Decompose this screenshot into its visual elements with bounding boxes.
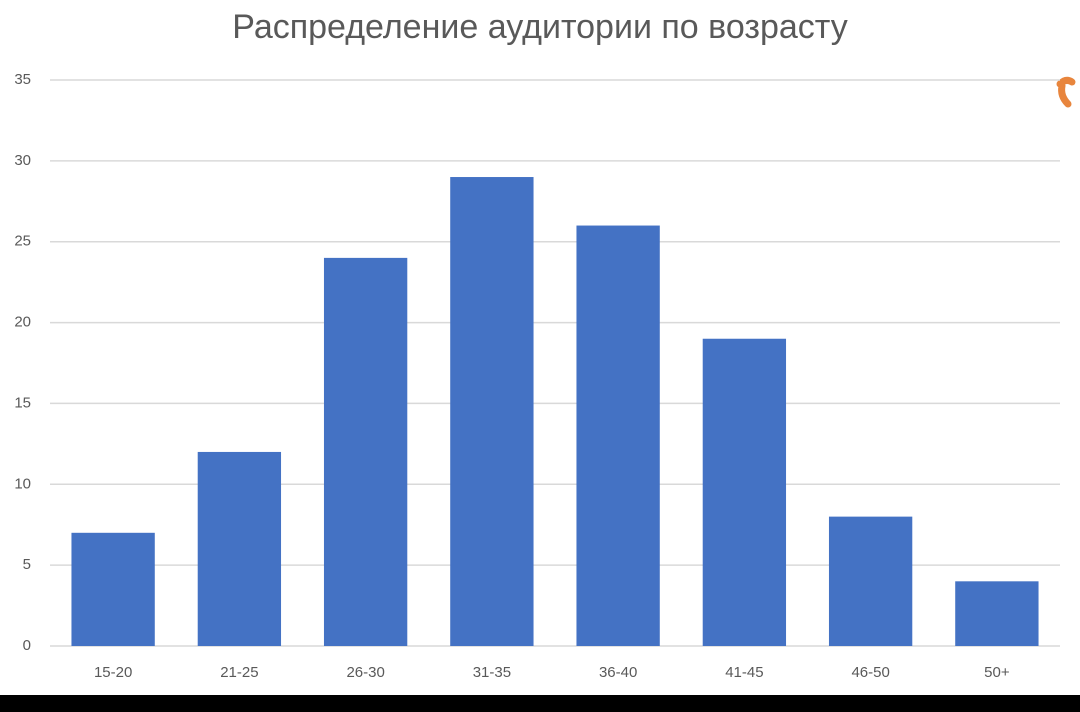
- x-tick-label: 36-40: [599, 664, 637, 681]
- x-tick-label: 15-20: [94, 664, 132, 681]
- x-tick-label: 46-50: [851, 664, 889, 681]
- y-tick-label: 30: [14, 152, 31, 169]
- decoration: [1056, 76, 1076, 108]
- y-tick-label: 20: [14, 314, 31, 331]
- chart-title: Распределение аудитории по возрасту: [232, 8, 847, 46]
- bar: [450, 177, 534, 646]
- x-tick-label: 50+: [984, 664, 1010, 681]
- bar: [576, 225, 660, 647]
- x-tick-label: 21-25: [220, 664, 258, 681]
- y-tick-label: 10: [14, 475, 31, 492]
- bar: [828, 516, 913, 646]
- bar: [71, 532, 155, 646]
- x-tick-label: 26-30: [346, 664, 384, 681]
- x-tick-label: 41-45: [725, 664, 763, 681]
- bar: [197, 451, 282, 646]
- bar: [955, 581, 1039, 646]
- bar: [702, 338, 787, 646]
- y-tick-label: 25: [14, 233, 31, 250]
- y-tick-label: 35: [14, 71, 31, 88]
- bar: [323, 257, 408, 646]
- x-tick-label: 31-35: [473, 664, 511, 681]
- y-tick-label: 5: [23, 556, 31, 573]
- y-tick-label: 15: [14, 394, 31, 411]
- y-tick-label: 0: [23, 637, 31, 654]
- bottom-bar: [0, 695, 1080, 712]
